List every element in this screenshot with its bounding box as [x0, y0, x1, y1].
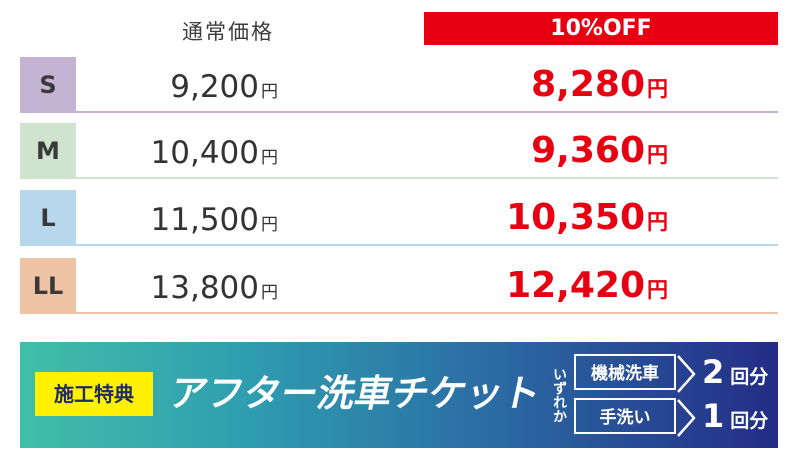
price-row-s: S 9,200 円 8,280円	[20, 57, 778, 113]
row-divider	[20, 244, 778, 246]
yen-unit: 円	[647, 278, 668, 302]
price-row-ll: LL 13,800 円 12,420円	[20, 258, 778, 314]
discounted-price: 12,420円	[506, 265, 668, 306]
regular-price: 9,200 円	[170, 69, 278, 105]
regular-price: 13,800 円	[150, 270, 278, 306]
size-badge: L	[20, 190, 76, 246]
price-row-m: M 10,400 円 9,360円	[20, 123, 778, 179]
row-divider	[20, 312, 778, 314]
count-machine-wash: 2 回分	[702, 353, 769, 391]
size-badge: M	[20, 123, 76, 179]
discount-header: 10%OFF	[424, 12, 778, 45]
regular-price-header: 通常価格	[182, 20, 274, 44]
banner-title: アフター洗車チケット	[165, 372, 545, 415]
row-divider	[20, 111, 778, 113]
either-label: いずれか	[551, 367, 567, 423]
discounted-price: 8,280円	[531, 64, 668, 105]
discounted-price: 10,350円	[506, 197, 668, 238]
regular-price: 10,400 円	[150, 135, 278, 171]
yen-unit: 円	[261, 82, 278, 102]
size-badge: S	[20, 57, 76, 113]
yen-unit: 円	[261, 148, 278, 168]
yen-unit: 円	[647, 143, 668, 167]
yen-unit: 円	[647, 210, 668, 234]
price-row-l: L 11,500 円 10,350円	[20, 190, 778, 246]
option-hand-wash: 手洗い	[574, 398, 676, 434]
yen-unit: 円	[261, 283, 278, 303]
regular-price: 11,500 円	[150, 202, 278, 238]
discounted-price: 9,360円	[531, 130, 668, 171]
special-offer-label: 施工特典	[35, 372, 153, 416]
option-machine-wash: 機械洗車	[574, 354, 676, 390]
row-divider	[20, 177, 778, 179]
count-hand-wash: 1 回分	[702, 397, 769, 435]
yen-unit: 円	[647, 77, 668, 101]
size-badge: LL	[20, 258, 76, 314]
ticket-banner: 施工特典 アフター洗車チケット いずれか 機械洗車 手洗い 2 回分 1 回分	[20, 342, 778, 448]
chevron-right-icon	[677, 355, 696, 437]
yen-unit: 円	[261, 215, 278, 235]
